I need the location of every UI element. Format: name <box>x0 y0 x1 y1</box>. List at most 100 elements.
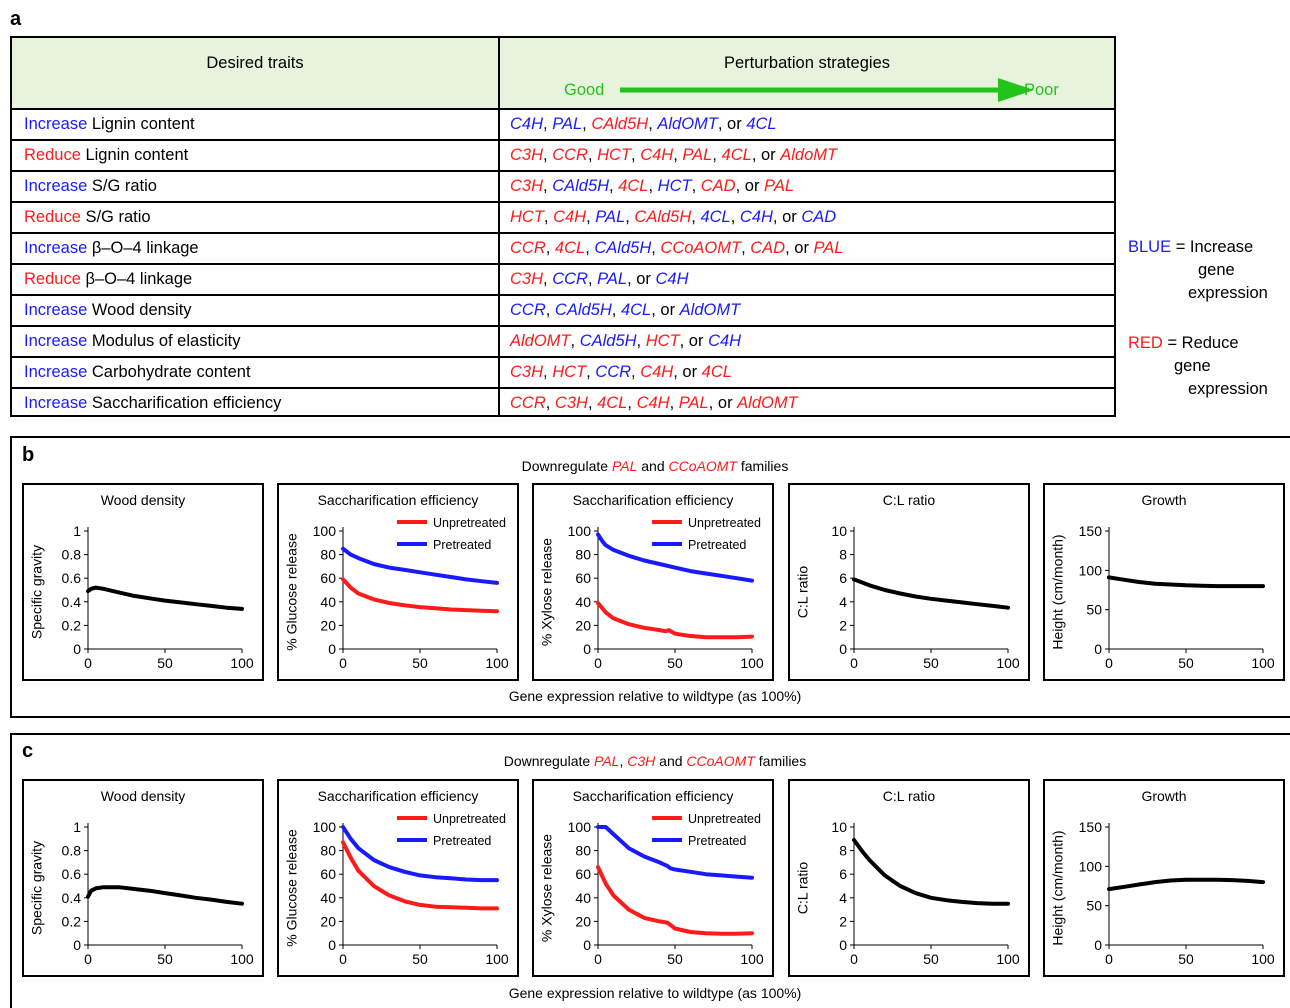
y-tick-label: 0.2 <box>62 617 82 633</box>
y-tick-label: 0 <box>1094 937 1102 953</box>
gene-name: CAD <box>801 208 837 226</box>
gene-name: CCR <box>595 363 632 381</box>
legend-red-line3: expression <box>1188 380 1268 398</box>
y-tick-label: 50 <box>1086 602 1102 618</box>
gene-name: C4H <box>510 115 544 133</box>
gene-separator: , <box>669 394 679 412</box>
y-tick-label: 150 <box>1079 819 1103 835</box>
gene-separator: , <box>543 363 553 381</box>
y-tick-label: 8 <box>839 843 847 859</box>
gene-name: C3H <box>510 146 544 164</box>
gene-name: PAL <box>682 146 713 164</box>
y-tick-label: 100 <box>1079 562 1103 578</box>
y-tick-label: 2 <box>839 913 847 929</box>
table-row: Increase S/G ratio C3H, CAld5H, 4CL, HCT,… <box>12 172 1114 203</box>
y-axis-label: % Xylose release <box>539 538 555 646</box>
y-tick-label: 20 <box>575 913 591 929</box>
x-tick-label: 100 <box>485 951 509 967</box>
gene-separator: , <box>648 115 658 133</box>
strategy-cell: HCT, C4H, PAL, CAld5H, 4CL, C4H, or CAD <box>510 208 836 227</box>
gene-separator: , <box>543 177 553 195</box>
y-axis-label: Specific gravity <box>29 841 45 935</box>
gene-name: CCR <box>510 301 546 319</box>
series-line-main <box>852 838 1010 906</box>
gene-separator: , <box>691 177 701 195</box>
chart-title: C:L ratio <box>883 788 936 804</box>
gene-separator: , <box>545 394 555 412</box>
gene-name: C4H <box>640 363 674 381</box>
y-tick-label: 0 <box>583 641 591 657</box>
trait-name: Lignin content <box>80 146 189 164</box>
gene-name: HCT <box>597 146 632 164</box>
gene-name: AldOMT <box>657 115 718 133</box>
chart-title: Wood density <box>101 492 186 508</box>
legend-red: RED = Reduce gene expression <box>1128 332 1268 401</box>
x-tick-label: 50 <box>667 655 683 671</box>
gene-name: HCT <box>510 208 544 226</box>
y-tick-label: 6 <box>839 570 847 586</box>
table-row: Reduce S/G ratio HCT, C4H, PAL, CAld5H, 4… <box>12 203 1114 234</box>
trait-cell: Increase S/G ratio <box>24 177 157 196</box>
x-tick-label: 50 <box>1178 655 1194 671</box>
trait-direction: Reduce <box>24 208 81 226</box>
trait-name: β–O–4 linkage <box>80 270 193 288</box>
gene-separator: , or <box>772 208 802 226</box>
y-tick-label: 4 <box>839 890 847 906</box>
gene-name: CCR <box>552 270 588 288</box>
gene-name: CAD <box>700 177 736 195</box>
gene-name: CAld5H <box>591 115 649 133</box>
panel-c-xlabel: Gene expression relative to wildtype (as… <box>508 985 802 1001</box>
trait-cell: Increase Modulus of elasticity <box>24 332 240 351</box>
gene-name: 4CL <box>554 239 586 257</box>
gene-name: CAld5H <box>594 239 652 257</box>
trait-cell: Increase Lignin content <box>24 115 195 134</box>
gene-name: 4CL <box>746 115 777 133</box>
gene-name: C4H <box>739 208 773 226</box>
panel-title-part: Downregulate <box>503 753 595 769</box>
chart-title: Wood density <box>101 788 186 804</box>
y-tick-label: 40 <box>320 890 336 906</box>
trait-direction: Increase <box>24 394 88 412</box>
table-row: Increase Wood density CCR, CAld5H, 4CL, o… <box>12 296 1114 327</box>
col-header-strategies: Perturbation strategies <box>723 54 890 72</box>
x-tick-label: 50 <box>157 655 173 671</box>
x-tick-label: 0 <box>1105 951 1113 967</box>
x-tick-label: 0 <box>850 951 858 967</box>
y-tick-label: 80 <box>575 547 591 563</box>
trait-direction: Reduce <box>24 270 81 288</box>
trait-cell: Increase Carbohydrate content <box>24 363 251 382</box>
x-tick-label: 50 <box>667 951 683 967</box>
panel-b-xlabel: Gene expression relative to wildtype (as… <box>508 688 802 704</box>
gene-separator: , <box>587 270 598 288</box>
strategy-cell: C3H, CCR, HCT, C4H, PAL, 4CL, or AldoMT <box>510 146 837 165</box>
strategy-cell: C3H, CAld5H, 4CL, HCT, CAD, or PAL <box>510 177 794 196</box>
x-tick-label: 0 <box>339 951 347 967</box>
x-tick-label: 100 <box>740 655 764 671</box>
x-tick-label: 100 <box>230 951 254 967</box>
legend-label: Unpretreated <box>433 516 506 530</box>
x-tick-label: 0 <box>594 655 602 671</box>
y-tick-label: 60 <box>575 866 591 882</box>
poor-label: Poor <box>1024 81 1059 99</box>
y-axis-label: C:L ratio <box>795 862 811 915</box>
gene-name: HCT <box>552 363 587 381</box>
trait-direction: Increase <box>24 177 88 195</box>
y-tick-label: 60 <box>575 570 591 586</box>
gene-separator: , or <box>717 115 747 133</box>
gene-separator: , <box>651 239 661 257</box>
y-axis-label: Height (cm/month) <box>1050 534 1066 649</box>
gene-separator: , or <box>679 332 709 350</box>
y-tick-label: 0.8 <box>62 547 82 563</box>
x-tick-label: 0 <box>84 655 92 671</box>
chart-border <box>788 483 1030 681</box>
x-tick-label: 50 <box>923 951 939 967</box>
strategy-cell: CCR, C3H, 4CL, C4H, PAL, or AldOMT <box>510 394 798 413</box>
gene-name: PAL <box>595 208 626 226</box>
gene-separator: , <box>609 177 619 195</box>
good-label: Good <box>564 81 605 99</box>
y-tick-label: 60 <box>320 570 336 586</box>
gene-separator: , <box>545 301 555 319</box>
gene-separator: , <box>587 394 598 412</box>
y-tick-label: 0 <box>583 937 591 953</box>
